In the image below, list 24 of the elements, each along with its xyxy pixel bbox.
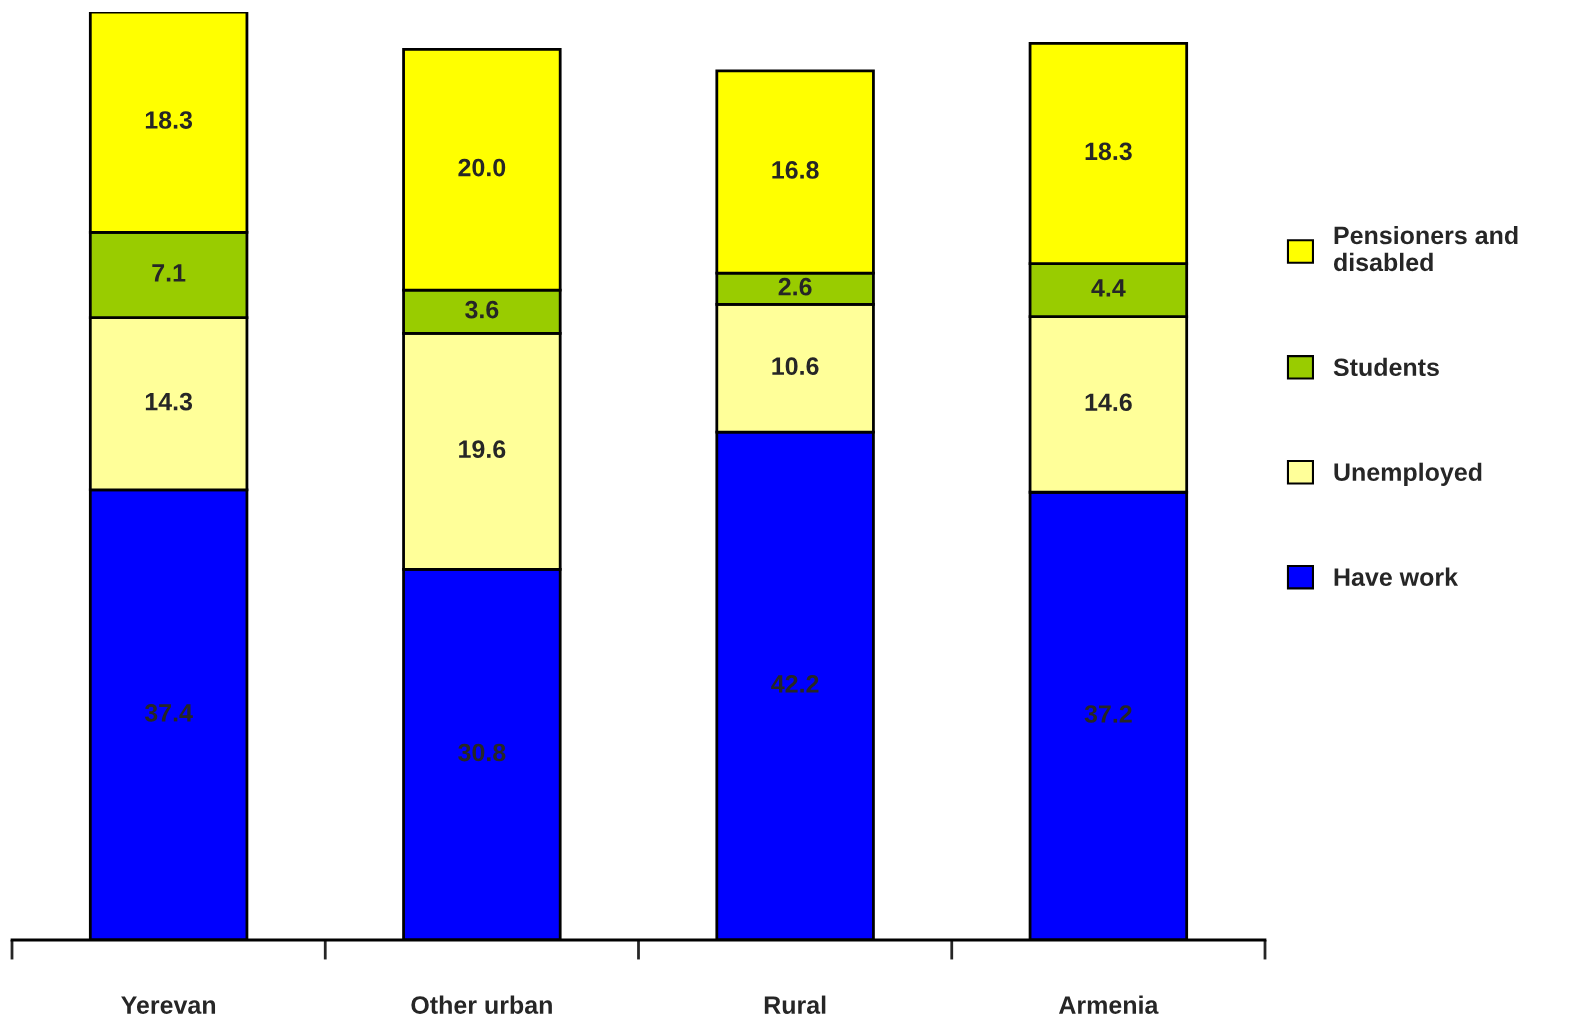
legend-label: Have work (1334, 567, 1459, 586)
data-label: 16.8 (772, 161, 819, 179)
legend-label: Unemployed (1334, 462, 1482, 486)
data-label: 18.3 (1085, 142, 1132, 161)
data-label: 14.3 (145, 392, 193, 411)
data-label: 20.0 (458, 158, 506, 177)
data-label: 3.6 (465, 300, 499, 319)
data-label: 14.6 (1085, 393, 1132, 412)
data-label: 4.4 (1091, 279, 1126, 297)
data-label: 37.4 (144, 703, 193, 722)
data-label: 10.6 (772, 357, 819, 375)
data-label: 18.3 (145, 111, 193, 129)
data-label: 37.2 (1084, 705, 1132, 723)
data-label: 7.1 (152, 264, 186, 282)
x-tick-label: Yerevan (121, 996, 216, 1014)
legend-label: Students (1333, 357, 1439, 377)
x-tick-label: Rural (764, 995, 826, 1014)
x-tick-label: Other urban (411, 995, 552, 1014)
legend-label: Pensioners and disabled (1333, 225, 1518, 272)
data-label: 30.8 (458, 743, 506, 762)
x-tick-label: Armenia (1058, 995, 1159, 1014)
data-label: 42.2 (771, 675, 819, 693)
data-label: 19.6 (459, 440, 506, 459)
data-label: 2.6 (778, 277, 812, 296)
